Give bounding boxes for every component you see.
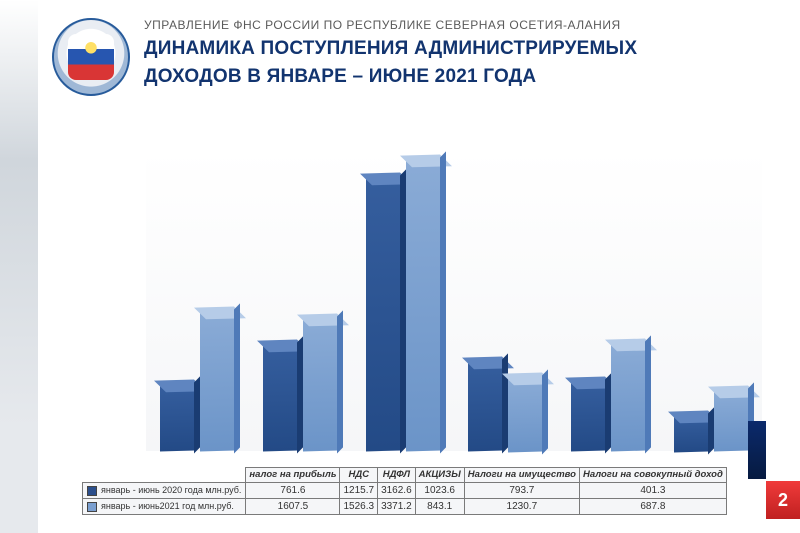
title-line-2: ДОХОДОВ В ЯНВАРЕ – ИЮНЕ 2021 ГОДА (144, 66, 637, 88)
table-category-header: НДФЛ (378, 468, 416, 483)
bar-y2020 (160, 385, 194, 451)
bar-y2021 (200, 312, 234, 451)
fns-logo (52, 18, 130, 96)
bar-y2021 (406, 161, 440, 452)
page-number-badge: 2 (766, 481, 800, 519)
bar-y2021 (303, 319, 337, 451)
row-header: январь - июнь2021 год млн.руб. (83, 499, 246, 515)
table-cell: 1215.7 (340, 483, 378, 499)
table-category-header: налог на прибыль (246, 468, 340, 483)
table-cell: 401.3 (579, 483, 726, 499)
bar-y2020 (674, 416, 708, 451)
row-header: январь - июнь 2020 года млн.руб. (83, 483, 246, 499)
table-category-header: Налоги на имущество (464, 468, 579, 483)
table-cell: 843.1 (415, 499, 464, 515)
accent-bar (748, 421, 766, 479)
table-cell: 761.6 (246, 483, 340, 499)
bar-chart (146, 150, 762, 451)
table-category-header: Налоги на совокупный доход (579, 468, 726, 483)
table-cell: 687.8 (579, 499, 726, 515)
table-row: январь - июнь2021 год млн.руб.1607.51526… (83, 499, 727, 515)
table-cell: 793.7 (464, 483, 579, 499)
bar-y2021 (611, 345, 645, 452)
bar-y2020 (263, 346, 297, 451)
table-category-header: АКЦИЗЫ (415, 468, 464, 483)
bar-group (674, 150, 748, 451)
table-cell: 3162.6 (378, 483, 416, 499)
bar-group (468, 150, 542, 451)
bar-y2020 (366, 179, 400, 452)
table-cell: 1230.7 (464, 499, 579, 515)
bar-y2021 (714, 391, 748, 451)
table-cell: 1023.6 (415, 483, 464, 499)
header-text: УПРАВЛЕНИЕ ФНС РОССИИ ПО РЕСПУБЛИКЕ СЕВЕ… (144, 18, 637, 88)
table-body: январь - июнь 2020 года млн.руб.761.6121… (83, 483, 727, 515)
legend-swatch (87, 502, 97, 512)
chart-area (146, 150, 762, 451)
slide-main: УПРАВЛЕНИЕ ФНС РОССИИ ПО РЕСПУБЛИКЕ СЕВЕ… (38, 0, 800, 533)
bar-group (571, 150, 645, 451)
table-cell: 3371.2 (378, 499, 416, 515)
bar-group (160, 150, 234, 451)
bar-group (263, 150, 337, 451)
subhead: УПРАВЛЕНИЕ ФНС РОССИИ ПО РЕСПУБЛИКЕ СЕВЕ… (144, 18, 637, 32)
corner-cell (83, 468, 246, 483)
bar-y2020 (468, 363, 502, 452)
header: УПРАВЛЕНИЕ ФНС РОССИИ ПО РЕСПУБЛИКЕ СЕВЕ… (52, 18, 776, 96)
table-category-header: НДС (340, 468, 378, 483)
bar-y2020 (571, 382, 605, 451)
table-header-row: налог на прибыльНДСНДФЛАКЦИЗЫНалоги на и… (83, 468, 727, 483)
legend-swatch (87, 486, 97, 496)
table-cell: 1526.3 (340, 499, 378, 515)
bar-y2021 (508, 378, 542, 451)
table-row: январь - июнь 2020 года млн.руб.761.6121… (83, 483, 727, 499)
table-cell: 1607.5 (246, 499, 340, 515)
bar-group (366, 150, 440, 451)
data-table: налог на прибыльНДСНДФЛАКЦИЗЫНалоги на и… (82, 467, 727, 515)
left-gradient-bar (0, 0, 38, 533)
title-line-1: ДИНАМИКА ПОСТУПЛЕНИЯ АДМИНИСТРИРУЕМЫХ (144, 38, 637, 60)
